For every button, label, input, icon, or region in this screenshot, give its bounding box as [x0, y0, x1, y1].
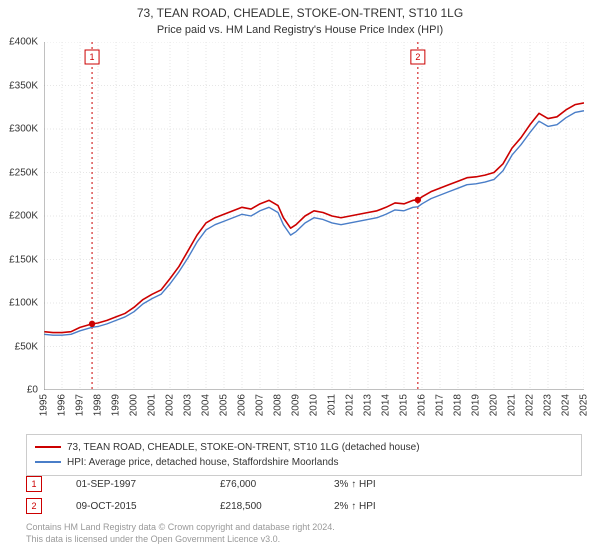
x-tick-label: 2011 — [327, 394, 338, 416]
x-tick-label: 2016 — [417, 394, 428, 416]
x-tick-label: 1998 — [93, 394, 104, 416]
y-tick-label: £400K — [9, 37, 38, 48]
legend-item: HPI: Average price, detached house, Staf… — [35, 455, 573, 470]
legend-swatch — [35, 446, 61, 448]
x-tick-label: 2020 — [489, 394, 500, 416]
x-tick-label: 2009 — [291, 394, 302, 416]
svg-text:1: 1 — [90, 52, 95, 62]
x-tick-label: 1996 — [57, 394, 68, 416]
plot-area: 12 — [44, 42, 584, 390]
x-tick-label: 2006 — [237, 394, 248, 416]
y-tick-label: £350K — [9, 80, 38, 91]
x-tick-label: 2013 — [363, 394, 374, 416]
legend-label: 73, TEAN ROAD, CHEADLE, STOKE-ON-TRENT, … — [67, 442, 420, 453]
x-tick-label: 2005 — [219, 394, 230, 416]
transaction-date: 01-SEP-1997 — [76, 479, 186, 490]
x-tick-label: 1997 — [75, 394, 86, 416]
x-tick-label: 2021 — [507, 394, 518, 416]
transaction-badge: 1 — [26, 476, 42, 492]
x-tick-label: 2017 — [435, 394, 446, 416]
transaction-date: 09-OCT-2015 — [76, 501, 186, 512]
x-tick-label: 2003 — [183, 394, 194, 416]
x-tick-label: 2025 — [579, 394, 590, 416]
x-tick-label: 1999 — [111, 394, 122, 416]
x-tick-label: 2022 — [525, 394, 536, 416]
x-tick-label: 2002 — [165, 394, 176, 416]
x-tick-label: 2019 — [471, 394, 482, 416]
transaction-row: 1 01-SEP-1997 £76,000 3% ↑ HPI — [26, 476, 582, 492]
transaction-hpi-delta: 3% ↑ HPI — [334, 479, 376, 490]
x-tick-label: 2024 — [561, 394, 572, 416]
x-tick-label: 2004 — [201, 394, 212, 416]
chart-subtitle: Price paid vs. HM Land Registry's House … — [0, 24, 600, 36]
y-tick-label: £0 — [27, 385, 38, 396]
y-tick-label: £50K — [15, 341, 38, 352]
x-tick-label: 2012 — [345, 394, 356, 416]
attribution-line: Contains HM Land Registry data © Crown c… — [26, 522, 582, 534]
chart-title: 73, TEAN ROAD, CHEADLE, STOKE-ON-TRENT, … — [0, 0, 600, 22]
svg-text:2: 2 — [415, 52, 420, 62]
transaction-price: £76,000 — [220, 479, 300, 490]
x-tick-label: 2010 — [309, 394, 320, 416]
transaction-row: 2 09-OCT-2015 £218,500 2% ↑ HPI — [26, 498, 582, 514]
attribution-line: This data is licensed under the Open Gov… — [26, 534, 582, 546]
x-tick-label: 2001 — [147, 394, 158, 416]
x-tick-label: 2014 — [381, 394, 392, 416]
legend: 73, TEAN ROAD, CHEADLE, STOKE-ON-TRENT, … — [26, 434, 582, 476]
y-tick-label: £200K — [9, 211, 38, 222]
x-tick-label: 2008 — [273, 394, 284, 416]
transaction-hpi-delta: 2% ↑ HPI — [334, 501, 376, 512]
x-tick-label: 2000 — [129, 394, 140, 416]
x-tick-label: 1995 — [39, 394, 50, 416]
y-tick-label: £150K — [9, 254, 38, 265]
transaction-badge: 2 — [26, 498, 42, 514]
legend-item: 73, TEAN ROAD, CHEADLE, STOKE-ON-TRENT, … — [35, 440, 573, 455]
x-tick-label: 2015 — [399, 394, 410, 416]
x-axis-labels: 1995199619971998199920002001200220032004… — [44, 392, 584, 434]
chart-container: 73, TEAN ROAD, CHEADLE, STOKE-ON-TRENT, … — [0, 0, 600, 560]
y-tick-label: £100K — [9, 298, 38, 309]
transaction-list: 1 01-SEP-1997 £76,000 3% ↑ HPI 2 09-OCT-2015 £… — [26, 476, 582, 520]
y-tick-label: £300K — [9, 124, 38, 135]
transaction-price: £218,500 — [220, 501, 300, 512]
x-tick-label: 2007 — [255, 394, 266, 416]
x-tick-label: 2018 — [453, 394, 464, 416]
y-axis-labels: £0£50K£100K£150K£200K£250K£300K£350K£400… — [2, 42, 42, 390]
x-tick-label: 2023 — [543, 394, 554, 416]
attribution-text: Contains HM Land Registry data © Crown c… — [26, 522, 582, 545]
legend-label: HPI: Average price, detached house, Staf… — [67, 457, 338, 468]
legend-swatch — [35, 461, 61, 463]
y-tick-label: £250K — [9, 167, 38, 178]
